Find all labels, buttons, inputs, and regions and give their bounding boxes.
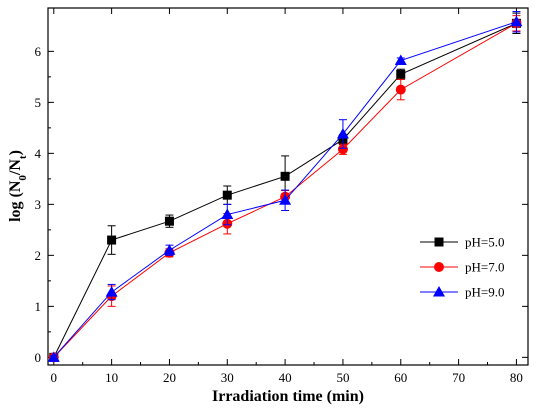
series-line-ph-5-0	[53, 22, 517, 358]
y-tick-label: 4	[35, 146, 42, 161]
legend-marker	[433, 286, 445, 297]
x-tick-label: 10	[105, 370, 118, 385]
y-tick-label: 1	[35, 299, 42, 314]
data-point-ph-9-0	[279, 194, 292, 205]
x-tick-label: 70	[452, 370, 465, 385]
x-tick-label: 80	[510, 370, 523, 385]
x-tick-label: 50	[336, 370, 349, 385]
data-point-ph-9-0	[336, 127, 349, 139]
data-point-ph-5-0	[164, 216, 174, 226]
legend-label: pH=7.0	[465, 260, 504, 275]
x-axis-title: Irradiation time (min)	[212, 388, 364, 405]
x-tick-label: 0	[51, 370, 58, 385]
ticks-layer: 0 10 20 30 40 50 60 70 80 0 1 2 3 4 5 6	[35, 8, 528, 385]
data-point-ph-9-0	[105, 286, 118, 297]
x-tick-label: 60	[394, 370, 407, 385]
data-point-ph-5-0	[107, 235, 117, 245]
y-axis-title: log (N0/Nt)	[7, 150, 29, 222]
data-point-ph-9-0	[510, 15, 523, 27]
legend-label: pH=5.0	[465, 235, 504, 250]
x-tick-label: 40	[279, 370, 292, 385]
legend-marker	[434, 262, 444, 272]
data-point-ph-9-0	[47, 351, 60, 362]
y-tick-label: 0	[35, 350, 42, 365]
series-layer	[47, 11, 523, 363]
legend-label: pH=9.0	[465, 285, 504, 300]
x-tick-label: 30	[221, 370, 234, 385]
y-tick-label: 3	[35, 197, 42, 212]
y-tick-label: 6	[35, 44, 42, 59]
plot-frame	[47, 7, 529, 366]
data-point-ph-5-0	[396, 69, 406, 79]
data-point-ph-9-0	[221, 208, 234, 220]
legend: pH=5.0 pH=7.0 pH=9.0	[420, 235, 504, 300]
data-point-ph-9-0	[163, 244, 176, 255]
data-point-ph-7-0	[337, 144, 348, 155]
data-point-ph-7-0	[395, 84, 406, 95]
y-tick-label: 5	[35, 95, 42, 110]
legend-marker	[434, 237, 444, 247]
series-line-ph-7-0	[53, 22, 517, 358]
x-tick-label: 20	[163, 370, 176, 385]
data-point-ph-9-0	[394, 54, 407, 66]
data-point-ph-5-0	[222, 190, 232, 200]
series-line-ph-9-0	[53, 21, 517, 358]
data-point-ph-5-0	[280, 171, 290, 181]
y-tick-label: 2	[35, 248, 42, 263]
